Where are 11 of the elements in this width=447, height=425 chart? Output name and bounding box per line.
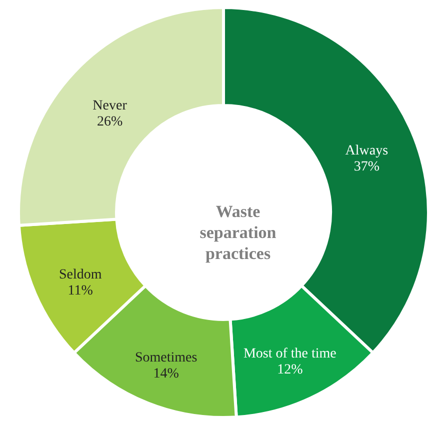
text: Waste separation practices bbox=[200, 202, 277, 263]
slice-label: Never bbox=[92, 98, 128, 114]
slice-label: Seldom bbox=[58, 267, 102, 282]
data-label: 12% bbox=[277, 362, 304, 378]
slice-label: Most of the time bbox=[243, 346, 336, 362]
slice-label: Always bbox=[345, 144, 388, 159]
slice-label: Sometimes bbox=[134, 350, 198, 366]
data-label: 11% bbox=[68, 283, 94, 298]
data-label: 14% bbox=[153, 366, 180, 382]
data-label: 37% bbox=[354, 160, 380, 175]
data-label: 26% bbox=[96, 114, 123, 130]
